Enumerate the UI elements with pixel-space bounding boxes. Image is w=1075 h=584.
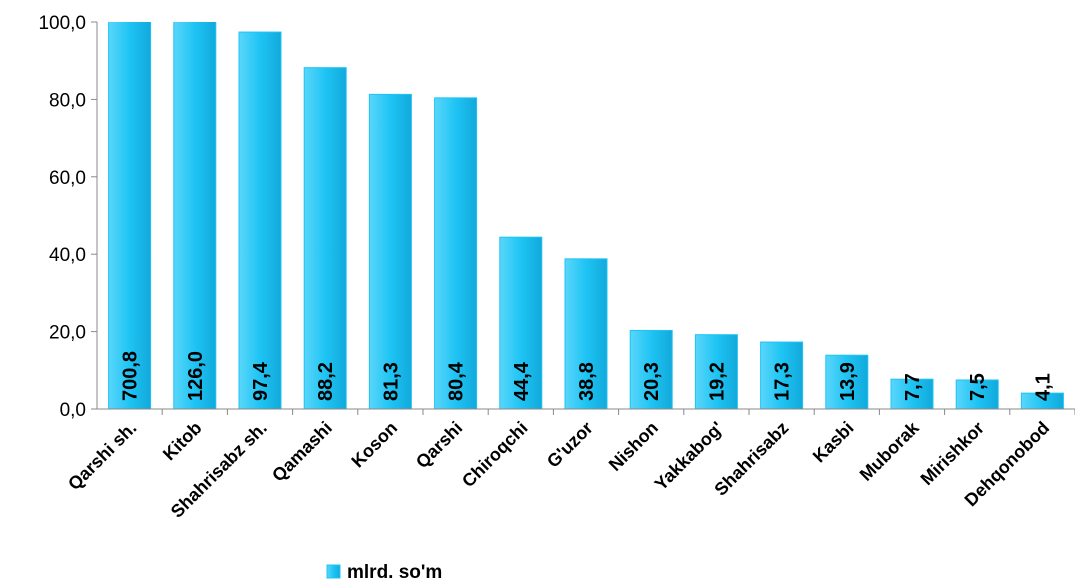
- bar: [368, 93, 412, 410]
- x-tick-label: Koson: [347, 418, 401, 472]
- y-tick-label: 20,0: [49, 323, 86, 344]
- x-tick-label: Muborak: [856, 417, 924, 485]
- bar: [564, 258, 608, 410]
- bar: [890, 378, 934, 410]
- value-label: 17,3: [772, 362, 794, 401]
- y-tick-label: 80,0: [49, 90, 86, 111]
- legend-label: mlrd. so'm: [347, 562, 442, 583]
- x-tick-label: G'uzor: [543, 418, 597, 472]
- bar: [629, 329, 673, 410]
- value-label: 4,1: [1032, 373, 1054, 401]
- value-label: 88,2: [315, 362, 337, 401]
- x-tick-label: Qarshi: [412, 418, 466, 472]
- x-tick-label: Qarshi sh.: [64, 418, 140, 494]
- value-label: 7,7: [902, 373, 924, 401]
- y-tick-label: 40,0: [49, 245, 86, 266]
- bar: [108, 22, 152, 410]
- value-label: 126,0: [185, 351, 207, 401]
- value-label: 97,4: [250, 361, 272, 401]
- value-label: 20,3: [641, 362, 663, 401]
- plot-area: [108, 22, 1064, 410]
- y-tick-label: 0,0: [60, 400, 86, 421]
- y-tick-label: 100,0: [38, 13, 86, 34]
- value-label: 38,8: [576, 362, 598, 401]
- bar: [499, 236, 543, 410]
- bar: [238, 31, 282, 410]
- value-label: 7,5: [967, 373, 989, 401]
- legend-marker: [326, 564, 341, 579]
- value-label: 19,2: [706, 362, 728, 401]
- bar: [434, 97, 478, 410]
- value-label: 44,4: [511, 361, 533, 401]
- x-tick-label: Kitob: [159, 418, 206, 465]
- bar: [760, 341, 804, 410]
- value-label: 81,3: [380, 362, 402, 401]
- bar: [173, 22, 217, 410]
- x-tick-label: Nishon: [605, 418, 662, 475]
- value-label: 80,4: [446, 361, 468, 401]
- x-tick-label: Qamashi: [268, 418, 336, 486]
- x-tick-label: Chiroqchi: [458, 418, 532, 492]
- value-label: 700,8: [120, 351, 142, 401]
- bar: [303, 67, 347, 410]
- y-tick-label: 60,0: [49, 168, 86, 189]
- x-tick-label: Kasbi: [809, 418, 858, 467]
- value-label: 13,9: [837, 362, 859, 401]
